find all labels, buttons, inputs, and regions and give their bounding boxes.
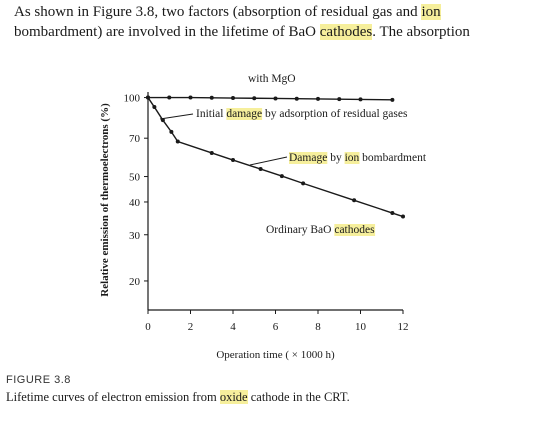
data-point [209, 150, 214, 155]
highlight [289, 152, 328, 164]
annotation: Ordinary BaO [266, 224, 334, 236]
highlighted-word: oxide [219, 390, 248, 404]
data-point [146, 95, 150, 100]
figure: 20 30 40 50 70 100 0 2 4 6 8 10 12 Operation time ( ×… [99, 73, 427, 361]
annotation: bombardment [359, 152, 427, 164]
data-point [401, 214, 405, 219]
text-line: Lifetime curves of electron emission fro… [6, 389, 546, 406]
text-segment: cathode in the CRT. [247, 390, 350, 404]
y-tick-label: 20 [129, 276, 141, 288]
x-tick-label: 6 [273, 321, 279, 333]
x-tick-label: 0 [145, 321, 151, 333]
highlighted-word: ion [345, 152, 360, 164]
figure-label: FIGURE 3.8 [6, 374, 71, 386]
highlight [226, 108, 263, 120]
annotation: by adsorption of residual gases [262, 108, 408, 120]
y-tick-label: 40 [129, 197, 141, 209]
highlight [344, 152, 360, 164]
data-point [252, 96, 257, 101]
text-line: bombardment) are involved in the lifetim… [14, 22, 554, 42]
series-line [148, 96, 393, 101]
highlighted-word: cathodes [334, 224, 375, 236]
pointer [249, 156, 288, 166]
highlighted-word: cathodes [319, 24, 373, 40]
paragraph: As shown in Figure 3.8, two factors (abs… [14, 2, 554, 42]
y-tick-label: 70 [129, 133, 141, 145]
highlight [334, 224, 376, 236]
data-point [316, 96, 320, 101]
data-point [231, 96, 235, 101]
data-point [294, 96, 299, 101]
text-segment: . The absorption [372, 24, 470, 40]
caption: FIGURE 3.8 Lifetime curves of electron e… [6, 372, 546, 406]
data-point [231, 158, 235, 163]
data-point [167, 95, 172, 100]
text-segment: Lifetime curves of electron emission fro… [6, 390, 220, 404]
text-segment: As shown in Figure 3.8, two factors (abs… [14, 4, 422, 20]
x-tick-label: 8 [315, 321, 321, 333]
data-point [301, 181, 306, 186]
data-point [390, 211, 395, 216]
highlighted-word: Damage [289, 152, 327, 164]
data-point [169, 129, 174, 134]
data-point [209, 95, 214, 100]
pointer [159, 113, 194, 120]
annotation: with MgO [248, 73, 296, 85]
data-point [273, 96, 278, 101]
data-point [358, 97, 363, 102]
x-tick-label: 12 [398, 321, 409, 333]
x-axis-label: Operation time ( × 1000 h) [216, 349, 335, 361]
data-point [188, 95, 193, 100]
data-point [175, 139, 180, 144]
y-tick-label: 100 [124, 93, 141, 105]
y-axis-label: Relative emission of thermoelectrons (%) [99, 103, 111, 297]
data-point [352, 198, 357, 203]
text-line: As shown in Figure 3.8, two factors (abs… [14, 2, 554, 22]
data-point [279, 174, 284, 179]
highlighted-word: ion [421, 4, 441, 20]
y-tick-label: 50 [129, 172, 141, 184]
annotation: by [327, 152, 344, 164]
x-tick-label: 4 [230, 321, 236, 333]
text-segment: bombardment) are involved in the lifetim… [14, 24, 320, 40]
data-point [337, 97, 342, 102]
data-point [152, 105, 157, 110]
data-point [258, 167, 263, 172]
x-tick-label: 2 [188, 321, 194, 333]
y-tick-label: 30 [129, 230, 141, 242]
x-tick-label: 10 [355, 321, 367, 333]
highlighted-word: damage [226, 108, 262, 120]
annotation: Initial [196, 108, 226, 120]
data-point [390, 97, 395, 102]
